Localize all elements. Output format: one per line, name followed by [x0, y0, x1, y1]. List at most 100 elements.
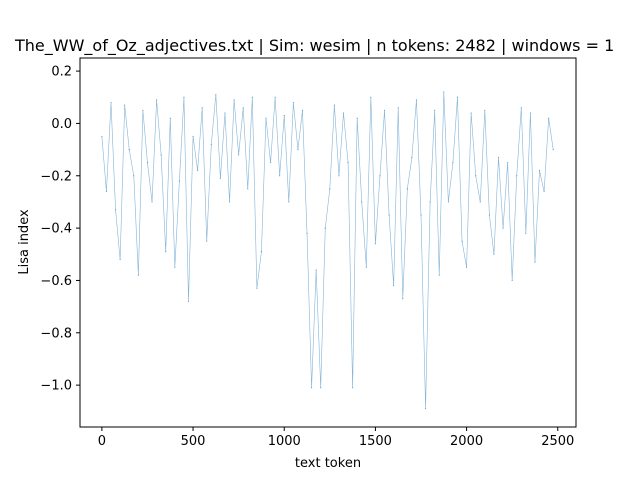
data-point [452, 162, 454, 164]
data-point [192, 135, 194, 138]
data-point [155, 99, 158, 101]
x-tick-label: 1500 [359, 434, 392, 449]
data-point [484, 109, 486, 111]
x-axis: 0 500 1000 1500 2000 2500 [98, 427, 574, 449]
data-point [128, 149, 130, 151]
data-point [370, 96, 372, 98]
data-point [479, 201, 481, 203]
data-point [352, 387, 354, 389]
data-point [174, 266, 176, 268]
data-point [365, 266, 367, 268]
data-point [320, 387, 322, 389]
data-point [456, 96, 459, 98]
y-tick-label: −0.4 [40, 222, 72, 237]
data-point [461, 240, 463, 242]
data-point [242, 107, 244, 109]
data-point [119, 258, 121, 261]
data-point [470, 112, 472, 114]
data-point [283, 114, 285, 117]
data-point [206, 240, 208, 242]
data-point [274, 96, 276, 98]
y-tick-label: 0.2 [51, 65, 72, 80]
data-point [210, 143, 212, 145]
data-point [429, 201, 431, 203]
chart-title: The_WW_of_Oz_adjectives.txt | Sim: wesim… [14, 36, 614, 56]
data-point [333, 104, 335, 106]
x-tick-label: 2500 [541, 434, 574, 449]
data-point [493, 253, 495, 255]
data-point [520, 107, 522, 109]
data-point [110, 101, 112, 104]
data-point [324, 227, 326, 229]
data-point [256, 287, 258, 289]
data-point [538, 169, 541, 172]
data-point [201, 107, 203, 109]
data-point [197, 169, 199, 172]
data-point [160, 154, 162, 156]
x-axis-label: text token [295, 456, 361, 471]
data-point [219, 177, 222, 179]
data-point [183, 96, 185, 98]
data-point [534, 261, 536, 263]
data-point [443, 91, 445, 93]
data-point [187, 300, 190, 302]
data-point [146, 162, 149, 164]
data-point [465, 266, 468, 268]
data-point [301, 109, 304, 111]
data-point [434, 109, 436, 111]
data-point [310, 387, 313, 389]
data-point [260, 251, 263, 253]
data-point [447, 201, 449, 203]
y-tick-label: −0.8 [40, 326, 72, 341]
data-point [379, 175, 381, 177]
data-point [347, 162, 349, 164]
data-point [402, 298, 404, 300]
data-point [315, 269, 317, 271]
x-tick-label: 2000 [450, 434, 483, 449]
data-point [238, 154, 240, 156]
y-axis-label: Lisa index [17, 209, 32, 275]
y-tick-label: −0.6 [40, 274, 72, 289]
data-point [529, 112, 532, 114]
y-tick-label: −1.0 [40, 379, 72, 394]
data-point [114, 209, 117, 211]
data-point [269, 162, 272, 164]
data-point [165, 251, 167, 253]
series-line [101, 92, 554, 409]
data-point [101, 135, 103, 138]
data-point [397, 107, 399, 109]
data-point [475, 175, 477, 177]
data-point [169, 117, 171, 119]
data-point [438, 274, 440, 276]
data-point [511, 279, 513, 282]
y-axis: 0.2 0.0 −0.2 −0.4 −0.6 −0.8 −1.0 [40, 65, 80, 394]
data-point [142, 109, 144, 111]
data-point [502, 227, 504, 229]
plot-area [101, 91, 554, 410]
data-point [233, 99, 235, 101]
data-point [388, 214, 390, 216]
data-point [406, 188, 408, 190]
data-point [288, 201, 290, 203]
data-point [306, 232, 308, 234]
data-point [374, 243, 377, 245]
data-point [415, 99, 418, 101]
data-point [393, 285, 395, 287]
data-point [137, 274, 139, 276]
data-point [178, 180, 180, 182]
plot-frame [79, 57, 577, 428]
data-point [105, 190, 108, 193]
data-point [424, 408, 427, 410]
x-tick-label: 0 [98, 434, 106, 449]
data-point [420, 214, 422, 216]
data-point [279, 175, 281, 177]
y-tick-label: 0.0 [51, 117, 72, 132]
data-point [356, 117, 358, 119]
data-point [338, 175, 340, 177]
data-point [361, 201, 363, 203]
data-point [151, 201, 153, 203]
data-point [224, 112, 226, 114]
y-tick-label: −0.2 [40, 169, 72, 184]
data-point [247, 188, 249, 190]
